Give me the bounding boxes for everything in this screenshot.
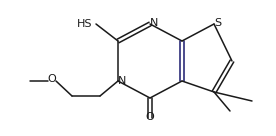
Text: HS: HS [77, 19, 93, 29]
Text: O: O [146, 112, 154, 122]
Text: N: N [150, 18, 158, 28]
Text: S: S [214, 18, 222, 28]
Text: O: O [48, 74, 56, 84]
Text: N: N [118, 76, 126, 86]
